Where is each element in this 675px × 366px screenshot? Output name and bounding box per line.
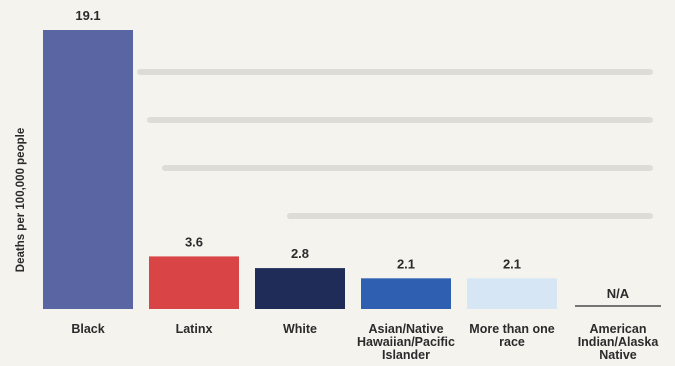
bar bbox=[255, 268, 345, 309]
bar bbox=[467, 278, 557, 309]
category-label: Hawaiian/Pacific bbox=[357, 335, 455, 349]
data-label: N/A bbox=[607, 286, 630, 301]
category-label: Asian/Native bbox=[368, 322, 443, 336]
category-label: White bbox=[283, 322, 317, 336]
data-label: 19.1 bbox=[75, 8, 100, 23]
y-axis-label: Deaths per 100,000 people bbox=[15, 128, 27, 272]
category-label: race bbox=[499, 335, 525, 349]
data-label: 2.8 bbox=[291, 246, 309, 261]
bar bbox=[149, 256, 239, 309]
category-label: Black bbox=[71, 322, 104, 336]
category-label: Indian/Alaska bbox=[578, 335, 660, 349]
category-label: Islander bbox=[382, 348, 430, 362]
data-label: 2.1 bbox=[503, 256, 521, 271]
bar bbox=[361, 278, 451, 309]
category-label: Latinx bbox=[176, 322, 213, 336]
category-label: American bbox=[590, 322, 647, 336]
category-label: More than one bbox=[469, 322, 554, 336]
category-label: Native bbox=[599, 348, 637, 362]
bar bbox=[43, 30, 133, 309]
background-text-lines bbox=[137, 69, 653, 219]
data-label: 2.1 bbox=[397, 256, 415, 271]
data-label: 3.6 bbox=[185, 234, 203, 249]
